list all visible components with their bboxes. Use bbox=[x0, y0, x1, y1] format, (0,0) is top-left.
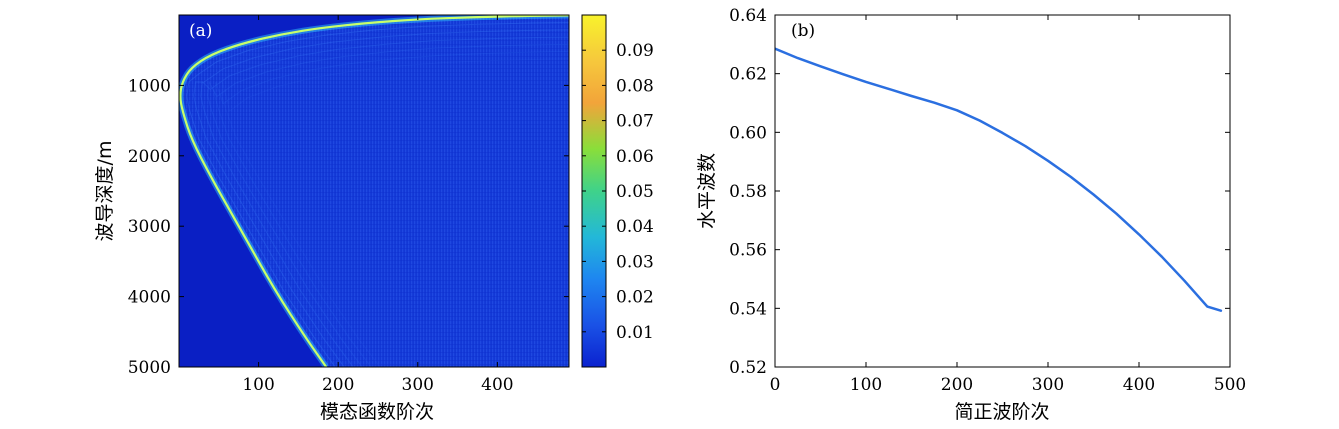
colorbar-tick-label: 0.06 bbox=[616, 147, 654, 167]
x-tick-label: 100 bbox=[850, 375, 882, 395]
panel-b-plot-area bbox=[775, 15, 1230, 367]
fringe-curve bbox=[193, 29, 569, 367]
y-tick-label: 1000 bbox=[128, 76, 171, 96]
panel-a-x-axis-label: 模态函数阶次 bbox=[320, 401, 434, 423]
panel-b: 0 100 200 300 400 500 0.52 0.54 0.56 0.58 0.60 0.6… bbox=[696, 6, 1246, 423]
y-tick-label: 0.64 bbox=[729, 6, 767, 26]
panel-a-x-ticks: 100 200 300 400 bbox=[242, 15, 514, 395]
heatmap-fringe-curves bbox=[186, 22, 569, 367]
series-line bbox=[775, 47, 1223, 312]
colorbar: 0.01 0.02 0.03 0.04 0.05 0.06 0.07 0.08 0.09 bbox=[581, 14, 654, 368]
x-tick-label: 200 bbox=[941, 375, 973, 395]
colorbar-tick-label: 0.01 bbox=[616, 323, 654, 343]
y-tick-label: 0.56 bbox=[729, 241, 767, 261]
y-tick-label: 0.62 bbox=[729, 65, 767, 85]
colorbar-tick-label: 0.05 bbox=[616, 182, 654, 202]
colorbar-tick-label: 0.08 bbox=[616, 76, 654, 96]
panel-b-y-ticks: 0.52 0.54 0.56 0.58 0.60 0.62 0.64 bbox=[729, 6, 1230, 378]
y-tick-label: 0.54 bbox=[729, 299, 767, 319]
x-tick-label: 200 bbox=[322, 375, 354, 395]
y-tick-label: 0.58 bbox=[729, 182, 767, 202]
fringe-curve bbox=[214, 51, 569, 367]
panel-b-x-axis-label: 简正波阶次 bbox=[954, 401, 1049, 423]
fringe-curve bbox=[221, 58, 569, 367]
heatmap-fringe-horizontal bbox=[180, 15, 569, 367]
colorbar-tick-label: 0.07 bbox=[616, 112, 654, 132]
colorbar-tick-label: 0.09 bbox=[616, 41, 654, 61]
x-tick-label: 300 bbox=[402, 375, 434, 395]
panel-b-x-ticks: 0 100 200 300 400 500 bbox=[770, 15, 1246, 395]
fringe-curve bbox=[200, 36, 569, 367]
x-tick-label: 0 bbox=[770, 375, 781, 395]
x-tick-label: 300 bbox=[1032, 375, 1064, 395]
panel-b-label: (b) bbox=[791, 21, 815, 41]
y-tick-label: 3000 bbox=[128, 217, 171, 237]
panel-a: 100 200 300 400 1000 2000 3000 4000 5000 (a) 模态… bbox=[94, 14, 570, 423]
y-tick-label: 5000 bbox=[128, 358, 171, 378]
colorbar-tick-label: 0.04 bbox=[616, 217, 654, 237]
colorbar-tick-label: 0.02 bbox=[616, 288, 654, 308]
x-tick-label: 400 bbox=[481, 375, 513, 395]
y-tick-label: 2000 bbox=[128, 147, 171, 167]
x-tick-label: 500 bbox=[1214, 375, 1246, 395]
x-tick-label: 400 bbox=[1123, 375, 1155, 395]
panel-b-y-axis-label: 水平波数 bbox=[696, 153, 718, 229]
y-tick-label: 0.60 bbox=[729, 123, 767, 143]
y-tick-label: 0.52 bbox=[729, 358, 767, 378]
fringe-curve bbox=[186, 22, 569, 367]
panel-a-frame bbox=[178, 14, 570, 368]
x-tick-label: 100 bbox=[242, 375, 274, 395]
heatmap-caustic-ridge bbox=[179, 15, 569, 367]
colorbar-tick-label: 0.03 bbox=[616, 252, 654, 272]
y-tick-label: 4000 bbox=[128, 288, 171, 308]
panel-a-label: (a) bbox=[189, 21, 212, 41]
panel-a-y-ticks: 1000 2000 3000 4000 5000 bbox=[128, 76, 569, 378]
colorbar-ticks: 0.01 0.02 0.03 0.04 0.05 0.06 0.07 0.08 0.09 bbox=[582, 41, 654, 343]
panel-a-y-axis-label: 波导深度/m bbox=[94, 141, 116, 242]
fringe-curve bbox=[207, 43, 569, 367]
